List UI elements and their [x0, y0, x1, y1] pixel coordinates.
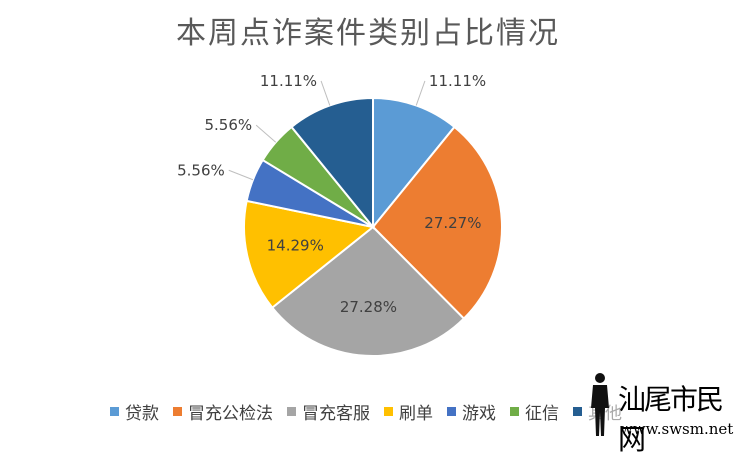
legend-item-0: 贷款	[110, 399, 159, 424]
data-label-4: 5.56%	[177, 161, 225, 179]
pie-chart: 11.11% 27.27% 27.28% 14.29% 5.56% 5.56% 11.11%	[177, 72, 503, 357]
legend-item-5: 征信	[510, 399, 559, 424]
pie-slice-2	[270, 225, 466, 357]
watermark-site-name: 汕尾市民网	[618, 383, 724, 456]
legend-item-4: 游戏	[447, 399, 496, 424]
legend-swatch-1	[173, 407, 182, 416]
legend-swatch-0	[110, 407, 119, 416]
legend-label-2: 冒充客服	[302, 404, 370, 424]
pie-slice-3	[243, 199, 376, 310]
pie-slice-1	[371, 125, 503, 320]
legend-label-0: 贷款	[125, 404, 159, 424]
legend-swatch-3	[384, 407, 393, 416]
site-watermark: 汕尾市民网 www.swsm.net	[582, 368, 736, 456]
legend-label-3: 刷单	[399, 404, 433, 424]
legend-label-4: 游戏	[462, 404, 496, 424]
legend-item-1: 冒充公检法	[173, 399, 273, 424]
leader-line-4	[228, 169, 254, 181]
watermark-url: www.swsm.net	[620, 420, 734, 438]
chart-title: 本周点诈案件类别占比情况	[176, 16, 560, 51]
legend-swatch-5	[510, 407, 519, 416]
legend-swatch-6	[573, 407, 582, 416]
legend-item-2: 冒充客服	[287, 399, 370, 424]
legend-label-5: 征信	[525, 404, 559, 424]
chart-legend: 贷款冒充公检法冒充客服刷单游戏征信其他	[110, 399, 622, 424]
data-label-5: 5.56%	[204, 116, 252, 134]
leader-line-6	[320, 80, 331, 106]
data-label-2: 27.28%	[340, 298, 397, 316]
legend-swatch-2	[287, 407, 296, 416]
legend-swatch-4	[447, 407, 456, 416]
pie-slice-6	[290, 96, 374, 230]
standing-figure-icon	[591, 373, 609, 436]
pie-slice-0	[372, 96, 456, 230]
data-label-1: 27.27%	[424, 214, 481, 232]
legend-item-3: 刷单	[384, 399, 433, 424]
data-label-0: 11.11%	[429, 72, 486, 90]
legend-label-1: 冒充公检法	[188, 404, 273, 424]
leader-line-5	[255, 124, 277, 143]
data-label-3: 14.29%	[267, 237, 324, 255]
leader-line-0	[415, 80, 426, 106]
data-label-6: 11.11%	[260, 72, 317, 90]
